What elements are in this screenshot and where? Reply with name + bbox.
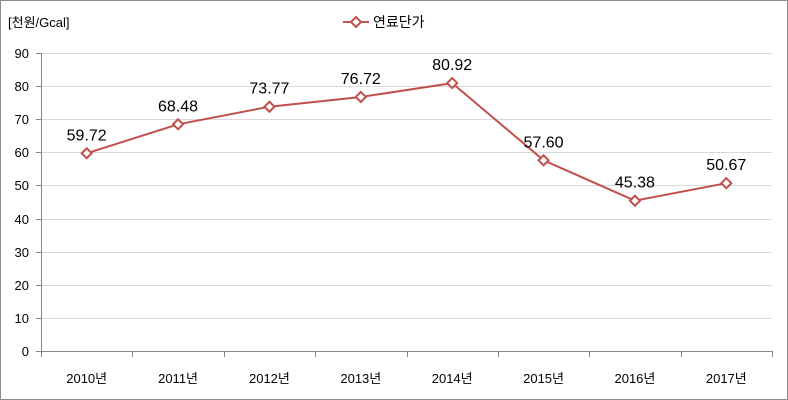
- series-line-group: [86, 82, 727, 202]
- y-tick-label: 90: [15, 46, 29, 61]
- y-tick-label: 40: [15, 212, 29, 227]
- x-tick-label: 2014년: [432, 371, 473, 386]
- gridlines: [41, 53, 772, 319]
- y-tick-label: 60: [15, 145, 29, 160]
- y-tick-label: 10: [15, 311, 29, 326]
- data-point-marker: [719, 176, 733, 190]
- legend-diamond-marker: [349, 15, 363, 29]
- data-point-marker: [445, 76, 459, 90]
- series-markers: [80, 76, 733, 208]
- axes: [36, 53, 773, 357]
- data-point-marker: [263, 100, 276, 114]
- x-tick-labels: 2010년 2011년 2012년 2013년 2014년 2015년 2016년 2017년: [66, 371, 747, 386]
- data-label: 45.38: [615, 175, 655, 192]
- data-label: 59.72: [67, 127, 107, 144]
- legend-label: 연료단가: [373, 14, 425, 30]
- data-label: 76.72: [341, 71, 381, 88]
- x-tick-label: 2010년: [66, 371, 107, 386]
- y-tick-label: 20: [15, 278, 29, 293]
- data-label: 50.67: [706, 157, 746, 174]
- x-tick-label: 2017년: [706, 371, 747, 386]
- y-tick-label: 50: [15, 178, 29, 193]
- legend: 연료단가: [343, 14, 425, 30]
- data-point-marker: [354, 90, 368, 104]
- y-tick-label: 0: [22, 344, 29, 359]
- x-tick-label: 2016년: [614, 371, 655, 386]
- x-tick-label: 2015년: [523, 371, 564, 386]
- x-tick-label: 2013년: [340, 371, 381, 386]
- data-label: 73.77: [249, 81, 289, 98]
- data-point-marker: [628, 194, 642, 208]
- data-label: 57.60: [524, 134, 564, 151]
- data-labels: 59.72 68.48 73.77 76.72 80.92 57.60 45.38 50.67: [67, 57, 747, 192]
- x-tick-label: 2011년: [158, 371, 198, 386]
- data-point-marker: [80, 146, 94, 160]
- series-line: [86, 82, 727, 202]
- y-tick-label: 70: [15, 112, 29, 127]
- x-tick-label: 2012년: [249, 371, 290, 386]
- y-axis-unit-label: [천원/Gcal]: [8, 15, 70, 30]
- data-label: 68.48: [158, 98, 198, 115]
- data-label: 80.92: [432, 57, 472, 74]
- y-tick-labels: 0 10 20 30 40 50 60 70 80 90: [15, 46, 29, 359]
- y-tick-label: 80: [15, 79, 29, 94]
- data-point-marker: [537, 153, 550, 167]
- y-tick-label: 30: [15, 245, 29, 260]
- data-point-marker: [171, 117, 185, 131]
